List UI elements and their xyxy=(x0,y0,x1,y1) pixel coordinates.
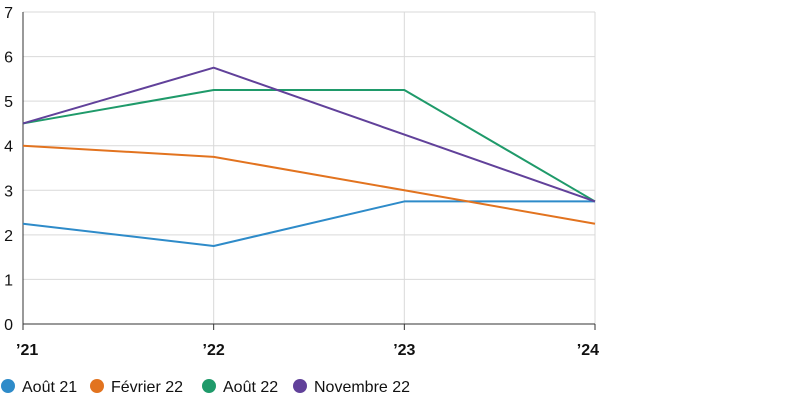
legend-label: Août 22 xyxy=(223,379,278,396)
series-line-2 xyxy=(22,89,596,203)
legend-marker xyxy=(90,379,104,393)
legend-label: Février 22 xyxy=(111,379,183,396)
axes xyxy=(22,12,596,330)
series-lines xyxy=(22,66,596,247)
legend-marker xyxy=(1,379,15,393)
series-line-0 xyxy=(22,200,595,247)
series-line-1 xyxy=(22,144,596,225)
legend-marker xyxy=(202,379,216,393)
legend-label: Novembre 22 xyxy=(314,379,410,396)
legend-marker xyxy=(293,379,307,393)
x-tick-label: ’22 xyxy=(203,342,225,359)
y-tick-label: 7 xyxy=(4,5,13,22)
grid-lines xyxy=(23,11,596,324)
y-tick-label: 4 xyxy=(4,139,13,156)
legend-item: Février 22 xyxy=(90,379,183,396)
y-tick-label: 0 xyxy=(4,317,13,334)
y-tick-label: 2 xyxy=(4,228,13,245)
x-tick-label: ’24 xyxy=(577,342,599,359)
x-tick-label: ’21 xyxy=(16,342,38,359)
legend-item: Août 22 xyxy=(202,379,278,396)
y-tick-label: 6 xyxy=(4,50,13,67)
y-tick-labels: 0 1 2 3 4 5 6 7 xyxy=(4,5,13,334)
x-tick-label: ’23 xyxy=(393,342,415,359)
y-tick-label: 5 xyxy=(4,94,13,111)
legend: Août 21 Février 22 Août 22 Novembre 22 xyxy=(1,379,410,396)
x-tick-labels: ’21 ’22 ’23 ’24 xyxy=(16,342,599,359)
legend-label: Août 21 xyxy=(22,379,77,396)
legend-item: Novembre 22 xyxy=(293,379,410,396)
series-line-3 xyxy=(22,66,596,203)
legend-item: Août 21 xyxy=(1,379,77,396)
y-tick-label: 3 xyxy=(4,183,13,200)
y-tick-label: 1 xyxy=(4,272,13,289)
